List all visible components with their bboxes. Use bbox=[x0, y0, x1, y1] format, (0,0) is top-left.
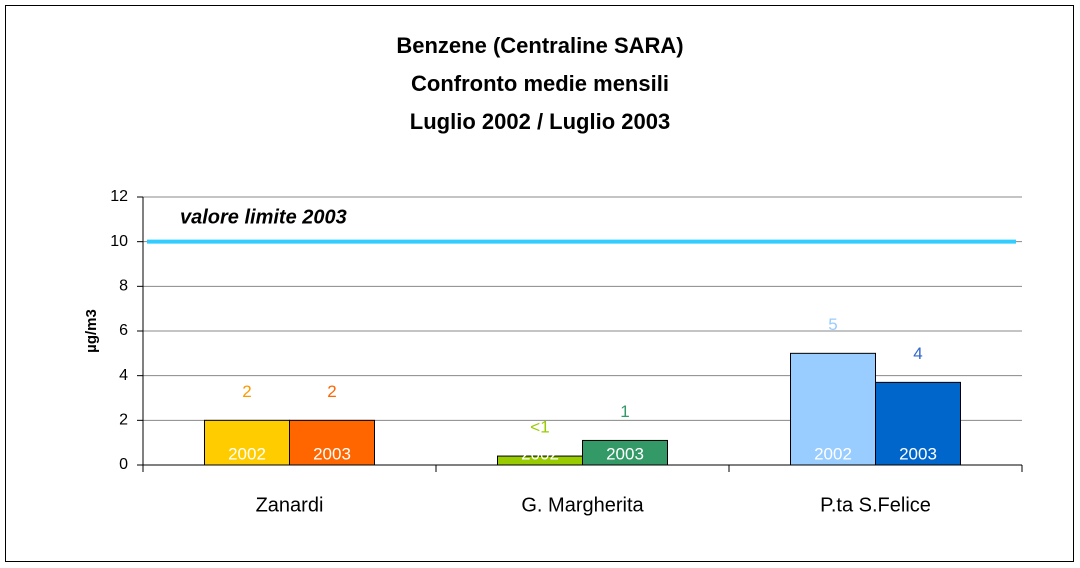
x-tick-label: Zanardi bbox=[256, 494, 324, 516]
bar bbox=[289, 419, 375, 466]
bar bbox=[582, 439, 668, 466]
y-tick-label: 2 bbox=[119, 412, 128, 429]
bar-series-label: 2002 bbox=[228, 444, 266, 463]
bar bbox=[204, 419, 290, 466]
bar bbox=[875, 381, 961, 466]
data-label: 2 bbox=[327, 382, 336, 401]
y-tick-label: 6 bbox=[119, 322, 128, 339]
data-label: 4 bbox=[913, 344, 922, 363]
bar-series-label: 2002 bbox=[814, 444, 852, 463]
bar-series-label: 2003 bbox=[899, 444, 937, 463]
frame bbox=[5, 5, 1074, 562]
y-tick-label: 0 bbox=[119, 456, 128, 473]
data-label: 1 bbox=[620, 402, 629, 421]
y-tick-label: 10 bbox=[110, 233, 128, 250]
y-tick-label: 12 bbox=[110, 188, 128, 205]
data-label: <1 bbox=[530, 418, 549, 437]
chart-title: Confronto medie mensili bbox=[411, 71, 669, 96]
data-label: 2 bbox=[242, 382, 251, 401]
x-tick-label: G. Margherita bbox=[521, 494, 644, 516]
bar-series-label: 2003 bbox=[606, 444, 644, 463]
y-tick-label: 8 bbox=[119, 278, 128, 295]
chart-title: Luglio 2002 / Luglio 2003 bbox=[410, 109, 670, 134]
y-tick-label: 4 bbox=[119, 367, 128, 384]
x-tick-label: P.ta S.Felice bbox=[820, 494, 931, 516]
chart-title: Benzene (Centraline SARA) bbox=[396, 33, 683, 58]
reference-label: valore limite 2003 bbox=[180, 206, 347, 228]
bar-series-label: 2002 bbox=[521, 444, 559, 463]
y-axis-label: µg/m3 bbox=[83, 309, 100, 353]
data-label: 5 bbox=[828, 315, 837, 334]
bar-series-label: 2003 bbox=[313, 444, 351, 463]
bar bbox=[790, 352, 876, 466]
